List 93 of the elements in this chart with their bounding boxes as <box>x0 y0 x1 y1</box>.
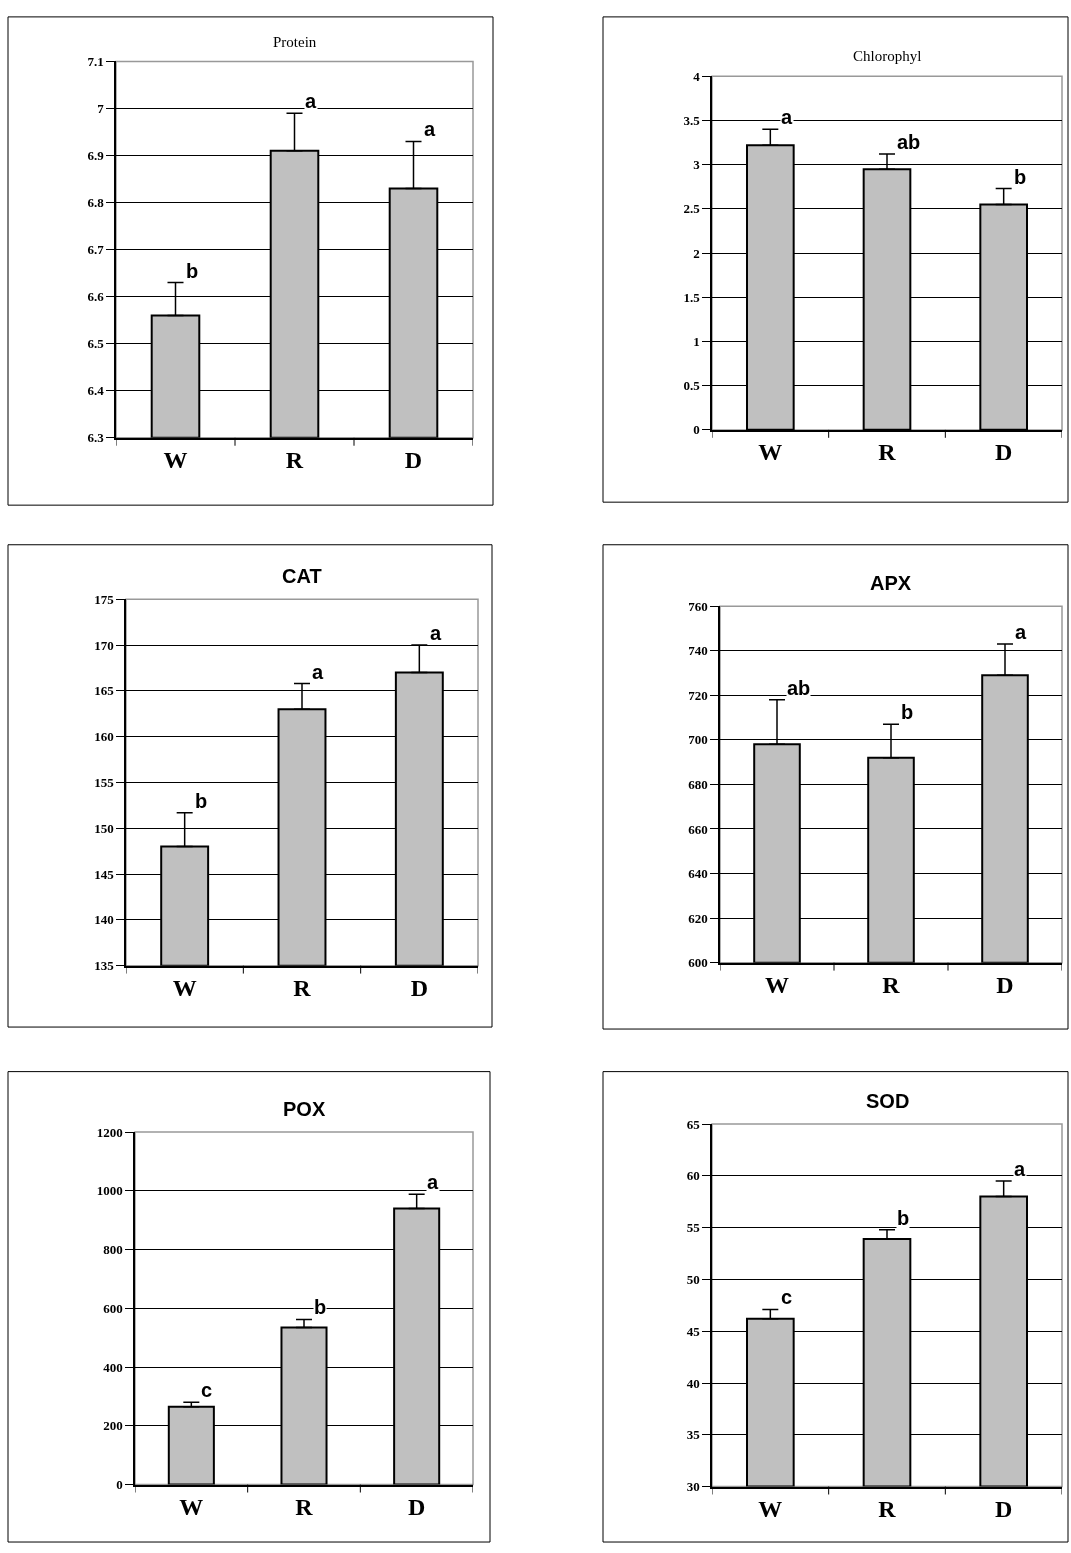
y-tick-label: 170 <box>94 637 114 653</box>
y-tick-label: 3.5 <box>683 113 701 129</box>
y-tick-label: 6.3 <box>87 430 105 446</box>
annotation: a <box>1014 1158 1026 1180</box>
annotation: ab <box>897 131 921 153</box>
y-tick-label: 155 <box>94 774 115 790</box>
annotation: b <box>1014 166 1027 188</box>
annotation: a <box>305 90 317 112</box>
y-tick-label: 1200 <box>96 1124 123 1140</box>
x-tick-label: W <box>765 972 789 999</box>
x-tick-label: D <box>408 1494 426 1521</box>
y-tick-label: 6.6 <box>87 289 105 305</box>
x-tick-label: R <box>878 439 897 466</box>
y-tick-label: 135 <box>94 958 115 974</box>
y-tick-label: 145 <box>94 866 115 882</box>
y-tick-label: 620 <box>688 910 708 926</box>
y-tick-label: 6.7 <box>87 242 105 258</box>
x-tick-label: R <box>285 447 304 474</box>
annotation: b <box>186 260 199 282</box>
y-tick-label: 2.5 <box>683 201 701 217</box>
x-tick-label: D <box>995 1496 1013 1523</box>
x-tick-label: D <box>995 439 1013 466</box>
y-tick-label: 6.4 <box>87 383 105 399</box>
annotation: a <box>781 106 793 128</box>
y-tick-label: 0.5 <box>683 378 701 394</box>
y-tick-label: 740 <box>688 643 708 659</box>
annotation: b <box>314 1296 327 1318</box>
y-tick-label: 1000 <box>96 1183 123 1199</box>
y-tick-label: 200 <box>103 1418 123 1434</box>
x-tick-label: W <box>758 1496 783 1523</box>
x-tick-label: W <box>758 439 783 466</box>
y-tick-label: 760 <box>688 598 708 614</box>
x-tick-label: R <box>293 975 312 1002</box>
y-tick-label: 680 <box>688 776 708 792</box>
chart-title: APX <box>870 572 912 594</box>
y-tick-label: 0 <box>116 1477 123 1493</box>
y-tick-label: 165 <box>94 683 115 699</box>
x-tick-label: D <box>404 447 423 474</box>
y-tick-label: 45 <box>686 1323 701 1339</box>
y-tick-label: 50 <box>686 1271 700 1287</box>
y-tick-label: 800 <box>103 1242 123 1258</box>
y-tick-label: 60 <box>686 1168 700 1184</box>
y-tick-label: 1.5 <box>683 289 701 305</box>
y-tick-label: 6.5 <box>87 336 105 352</box>
y-tick-label: 6.8 <box>87 195 105 211</box>
chart-title: Chlorophyl <box>853 48 922 64</box>
chart-title: SOD <box>866 1090 910 1112</box>
x-tick-label: R <box>878 1496 897 1523</box>
x-tick-label: D <box>410 975 428 1002</box>
y-tick-label: 175 <box>94 591 115 607</box>
y-tick-label: 400 <box>103 1359 123 1375</box>
y-tick-label: 7.1 <box>87 54 104 70</box>
chart-title: CAT <box>282 565 322 587</box>
y-tick-label: 2 <box>693 245 700 261</box>
y-tick-label: 55 <box>686 1220 701 1236</box>
annotation: c <box>781 1286 793 1308</box>
annotation: a <box>312 661 324 683</box>
y-tick-label: 720 <box>688 687 708 703</box>
chart-title: POX <box>283 1098 326 1120</box>
y-tick-label: 0 <box>693 422 700 438</box>
annotation: b <box>901 701 914 723</box>
annotation: a <box>427 1171 439 1193</box>
y-tick-label: 140 <box>94 912 114 928</box>
x-tick-label: R <box>882 972 901 999</box>
annotation: b <box>195 790 208 812</box>
x-tick-label: W <box>172 975 197 1002</box>
annotation: b <box>897 1207 910 1229</box>
y-tick-label: 35 <box>686 1427 701 1443</box>
y-tick-label: 600 <box>688 955 708 971</box>
y-tick-label: 65 <box>686 1116 701 1132</box>
y-tick-label: 660 <box>688 821 708 837</box>
y-tick-label: 6.9 <box>87 148 105 164</box>
x-tick-label: D <box>996 972 1014 999</box>
y-tick-label: 3 <box>693 157 701 173</box>
annotation: c <box>201 1379 213 1401</box>
y-tick-label: 1 <box>693 334 700 350</box>
y-tick-label: 4 <box>693 68 701 84</box>
annotation: a <box>424 118 436 140</box>
y-tick-label: 700 <box>688 732 708 748</box>
y-tick-label: 30 <box>686 1479 700 1495</box>
y-tick-label: 7 <box>97 101 105 117</box>
y-tick-label: 160 <box>94 729 114 745</box>
y-tick-label: 40 <box>686 1375 700 1391</box>
x-tick-label: R <box>295 1494 314 1521</box>
annotation: a <box>1015 621 1027 643</box>
chart-title: Protein <box>273 34 317 50</box>
y-tick-label: 150 <box>94 820 114 836</box>
x-tick-label: W <box>163 447 188 474</box>
annotation: a <box>430 622 442 644</box>
x-tick-label: W <box>179 1494 204 1521</box>
annotation: ab <box>787 677 811 699</box>
y-tick-label: 600 <box>103 1300 123 1316</box>
y-tick-label: 640 <box>688 866 708 882</box>
